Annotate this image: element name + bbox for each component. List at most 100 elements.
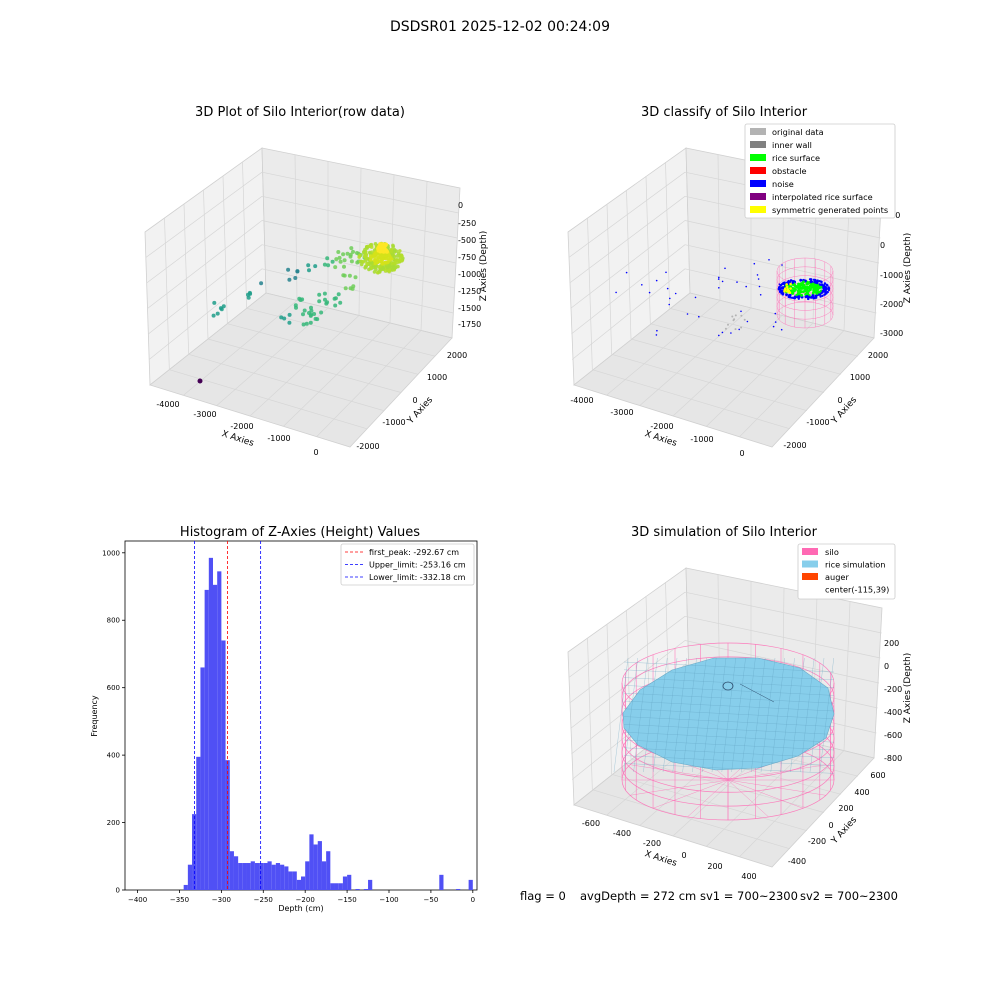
data-point — [259, 281, 264, 286]
p2-legend: original data inner wall rice surface obsta… — [744, 123, 896, 219]
noise-point — [827, 287, 831, 290]
sv1-text: sv1 = 700~2300 — [700, 889, 798, 903]
panel4-title: 3D simulation of Silo Interior — [631, 525, 818, 540]
data-point — [388, 264, 392, 269]
data-point — [384, 249, 389, 254]
surface-mesh — [613, 657, 629, 773]
grid-line — [183, 203, 190, 355]
noise-point — [823, 293, 827, 296]
noise-point — [738, 328, 740, 331]
grid-line — [569, 196, 686, 284]
data-point — [342, 264, 346, 269]
data-point — [317, 299, 322, 304]
histogram-bar — [288, 871, 293, 890]
noise-point — [792, 296, 796, 300]
silo-spoke — [727, 779, 769, 818]
p1-ytick: -2000 — [356, 442, 379, 451]
histogram-bar — [225, 760, 230, 890]
noise-point — [615, 291, 617, 294]
histogram-bar — [238, 863, 243, 890]
p4-legend: silo rice simulation auger center(-115,39) — [797, 543, 896, 600]
histogram-bar — [275, 863, 281, 890]
p1-ztick: -750 — [458, 253, 476, 262]
original-point — [731, 315, 734, 318]
data-point — [345, 251, 350, 256]
p4-xtick: -600 — [582, 819, 600, 828]
p1-ytick: -1000 — [382, 418, 405, 427]
rice-surface-point — [817, 285, 821, 288]
histogram-bar — [330, 883, 335, 890]
noise-point — [812, 297, 815, 300]
y-tick-label: 200 — [107, 819, 120, 827]
noise-point — [746, 320, 749, 323]
histogram-bar — [368, 879, 373, 890]
p2-ytick: 2000 — [868, 351, 888, 360]
panel2-title: 3D classify of Silo Interior — [641, 105, 808, 120]
rice-surface-point — [811, 285, 815, 289]
data-point — [286, 267, 291, 272]
p1-ztick: -1750 — [458, 320, 481, 329]
original-point — [743, 318, 746, 321]
data-point — [369, 258, 373, 262]
noise-point — [790, 279, 793, 282]
rice-surface-point — [796, 291, 800, 295]
surface-mesh — [800, 657, 815, 773]
histogram-bar — [338, 883, 343, 890]
data-point — [336, 292, 341, 297]
histogram-bar — [187, 864, 193, 890]
surface-mesh — [623, 739, 835, 751]
rice-surface-point — [791, 289, 795, 293]
rice-surface-point — [808, 284, 812, 288]
noise-point — [819, 295, 822, 298]
data-point — [221, 304, 226, 309]
panel-simulation: 3D simulation of Silo Interior -600 -400… — [567, 525, 913, 881]
original-point — [740, 326, 743, 329]
p1-ztick: -1250 — [458, 287, 481, 296]
data-point — [317, 292, 322, 297]
noise-point — [757, 278, 760, 280]
original-point — [734, 314, 737, 317]
noise-point — [655, 334, 658, 336]
data-point — [323, 297, 327, 302]
data-point — [365, 261, 369, 266]
data-point — [365, 246, 369, 250]
avg-depth-text: avgDepth = 272 cm — [580, 889, 696, 903]
noise-point — [768, 259, 770, 261]
histogram-bar — [296, 879, 301, 890]
p4-ztick: -200 — [884, 685, 902, 694]
data-point — [347, 273, 352, 278]
symmetric-point — [789, 287, 792, 290]
data-point — [322, 291, 327, 296]
data-point — [363, 264, 368, 269]
legend-label: rice simulation — [825, 560, 885, 570]
grid-line — [316, 330, 422, 437]
p4-ztick: -800 — [884, 754, 902, 763]
data-point — [287, 320, 292, 325]
data-point — [383, 269, 388, 273]
histogram-bar — [221, 640, 226, 890]
sv2-text: sv2 = 700~2300 — [800, 889, 898, 903]
rice-surface-point — [792, 287, 796, 291]
surface-mesh — [790, 657, 805, 773]
legend-label: Lower_limit: -332.18 cm — [369, 573, 466, 582]
data-point — [218, 306, 223, 311]
data-point — [279, 315, 284, 320]
grid-line — [148, 268, 263, 360]
data-point — [396, 264, 400, 269]
data-point — [395, 254, 399, 258]
data-point — [376, 256, 381, 260]
histogram-bar — [229, 851, 234, 890]
data-point — [387, 269, 392, 274]
rice-surface-point — [812, 283, 816, 287]
grid-line — [571, 268, 686, 360]
data-point — [330, 259, 335, 264]
data-point — [377, 269, 382, 274]
data-point — [381, 249, 386, 254]
data-point — [212, 300, 217, 305]
silo-spoke — [727, 779, 826, 796]
data-point — [355, 260, 360, 265]
noise-point — [736, 281, 738, 283]
data-point — [293, 303, 298, 308]
